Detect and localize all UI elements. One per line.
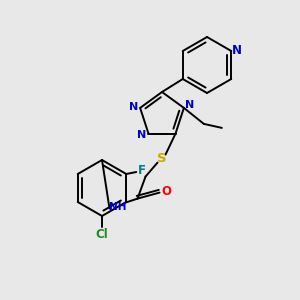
Text: S: S [157,152,166,165]
Text: O: O [161,185,172,198]
Text: N: N [185,100,194,110]
Text: N: N [137,130,146,140]
Text: F: F [138,164,146,178]
Text: Cl: Cl [96,229,108,242]
Text: N: N [232,44,242,56]
Text: N: N [128,102,138,112]
Text: NH: NH [109,202,126,212]
